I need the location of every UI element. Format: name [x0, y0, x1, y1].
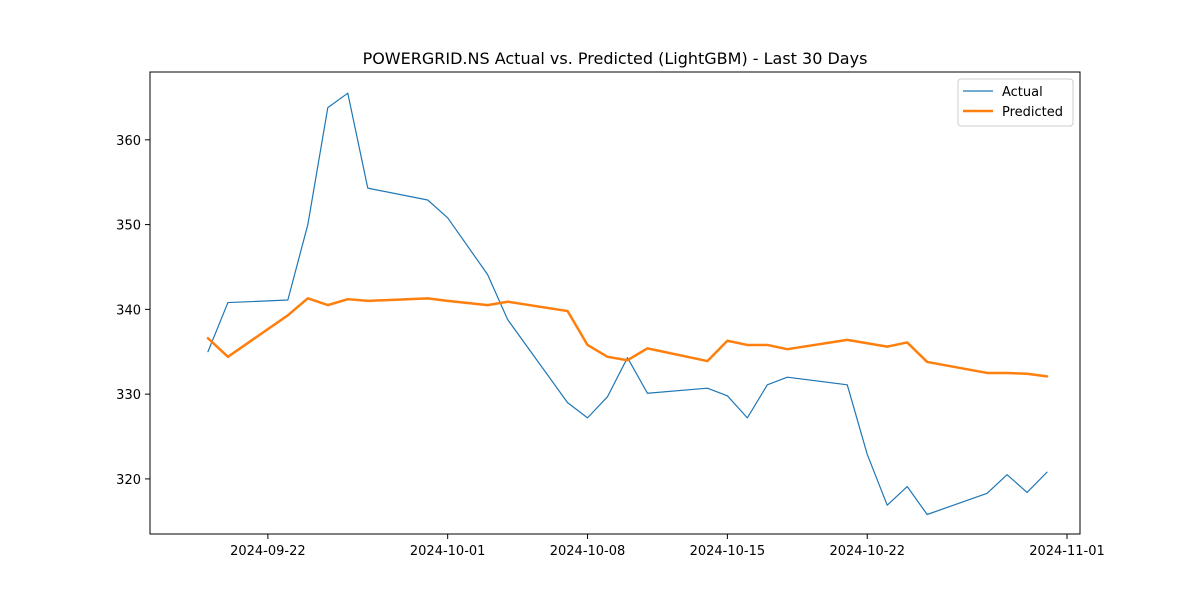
y-tick-label: 350	[116, 219, 141, 234]
chart-title: POWERGRID.NS Actual vs. Predicted (Light…	[363, 49, 868, 68]
x-tick-label: 2024-09-22	[230, 544, 306, 559]
x-tick-label: 2024-10-08	[550, 544, 626, 559]
y-tick-label: 360	[116, 134, 141, 149]
x-tick-label: 2024-10-22	[829, 544, 905, 559]
plot-frame	[149, 71, 1081, 535]
plot-area	[150, 72, 1080, 534]
x-tick-label: 2024-11-01	[1029, 544, 1105, 559]
series-layer	[206, 92, 1049, 516]
series-line-actual	[207, 92, 1048, 516]
x-tick-label: 2024-10-15	[690, 544, 766, 559]
legend-label-predicted: Predicted	[1002, 105, 1063, 120]
y-axis: 320 330 340 350 360	[116, 134, 150, 488]
x-axis: 2024-09-22 2024-10-01 2024-10-08 2024-10-15…	[230, 534, 1105, 559]
y-tick-label: 320	[116, 473, 141, 488]
y-tick-label: 330	[116, 388, 141, 403]
legend: Actual Predicted	[957, 78, 1074, 127]
series-line-predicted	[206, 297, 1049, 378]
x-tick-label: 2024-10-01	[410, 544, 486, 559]
legend-label-actual: Actual	[1002, 85, 1043, 100]
y-tick-label: 340	[116, 303, 141, 318]
